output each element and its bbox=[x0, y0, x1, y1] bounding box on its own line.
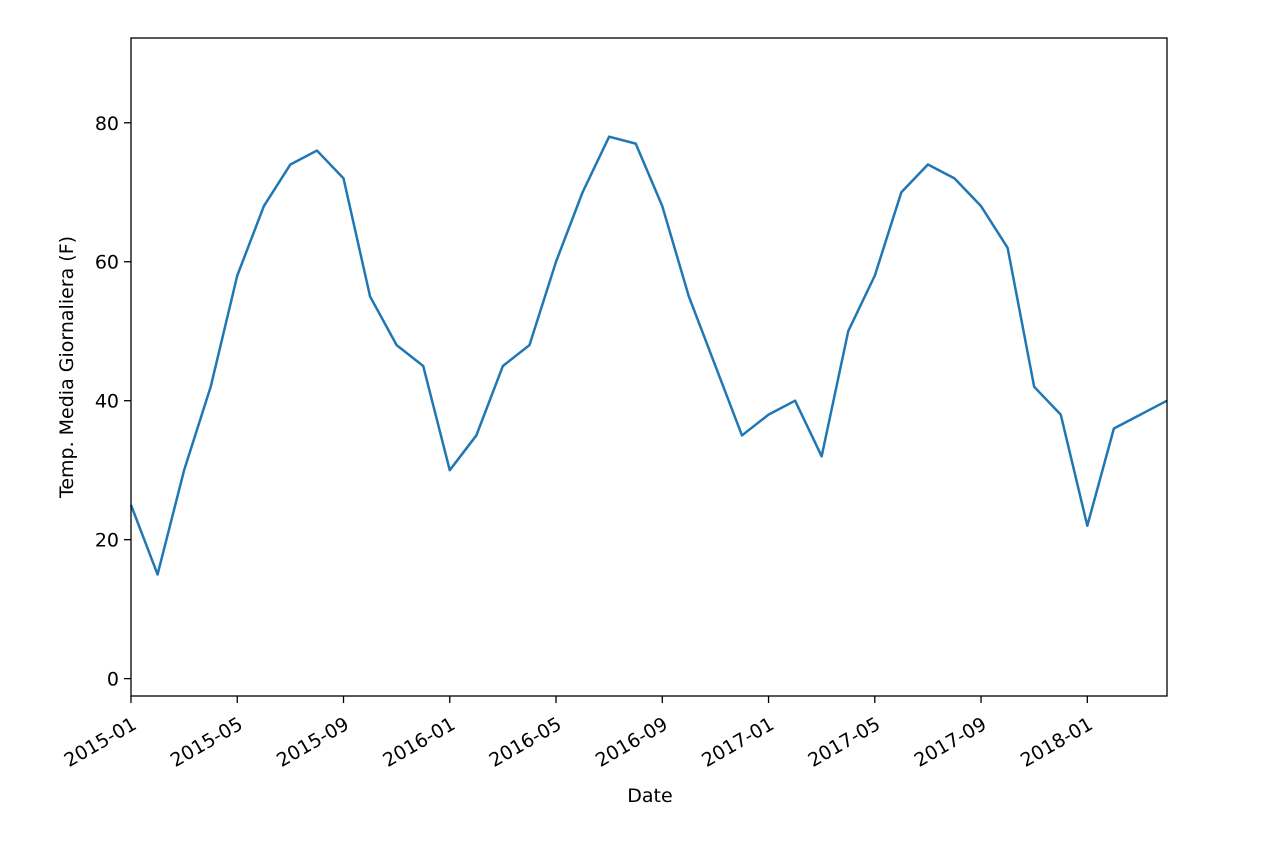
plot-frame bbox=[130, 37, 1168, 697]
x-tick-label: 2017-09 bbox=[911, 713, 991, 772]
y-tick-label: 80 bbox=[95, 113, 119, 135]
x-tick-label: 2017-05 bbox=[804, 713, 884, 772]
y-tick-label: 40 bbox=[95, 391, 119, 413]
x-tick-label: 2016-09 bbox=[592, 713, 672, 772]
x-tick-label: 2015-01 bbox=[61, 713, 141, 772]
x-tick-label: 2016-05 bbox=[486, 713, 566, 772]
y-tick-label: 20 bbox=[95, 530, 119, 552]
data-line bbox=[129, 135, 1168, 576]
y-tick-label: 60 bbox=[95, 252, 119, 274]
x-tick-label: 2018-01 bbox=[1017, 713, 1097, 772]
x-axis-label: Date bbox=[627, 785, 672, 807]
y-tick-label: 0 bbox=[107, 669, 119, 691]
x-tick-label: 2015-05 bbox=[167, 713, 247, 772]
x-tick-label: 2015-09 bbox=[273, 713, 353, 772]
x-tick-label: 2016-01 bbox=[379, 713, 459, 772]
x-tick-label: 2017-01 bbox=[698, 713, 778, 772]
y-axis-label: Temp. Media Giornaliera (F) bbox=[56, 236, 78, 499]
